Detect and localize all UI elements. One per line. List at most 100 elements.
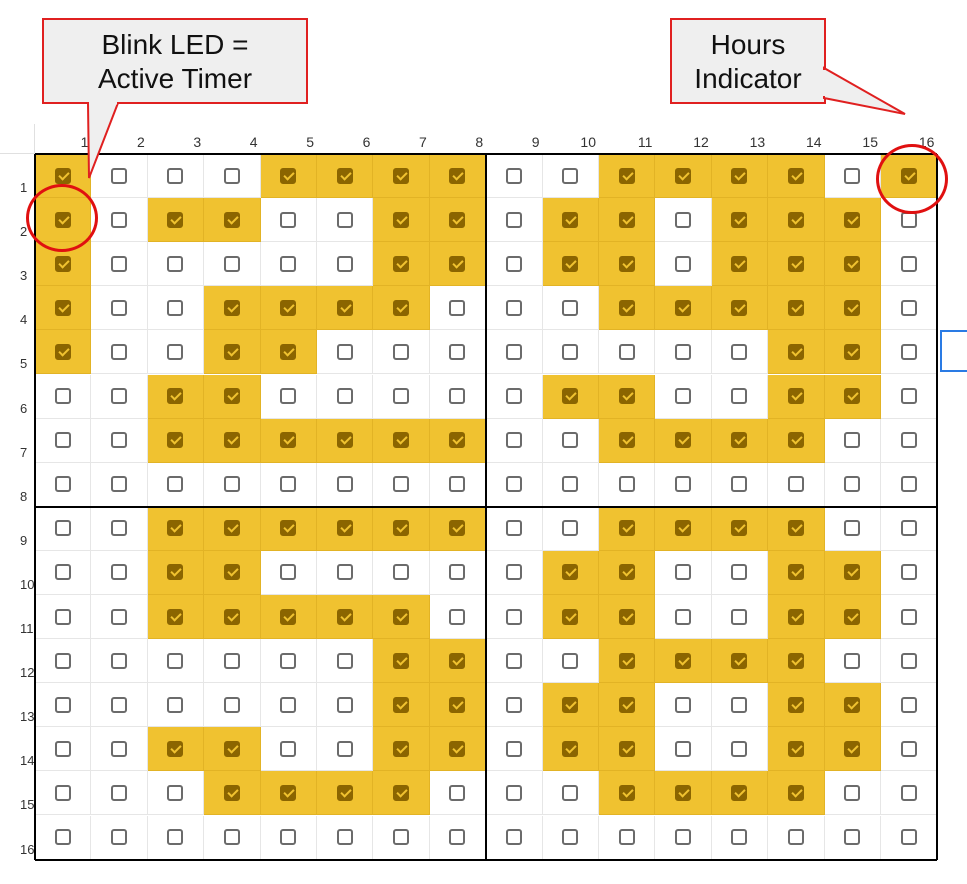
unchecked-checkbox[interactable] [111,388,128,405]
unchecked-checkbox[interactable] [393,564,410,581]
unchecked-checkbox[interactable] [54,388,71,405]
checked-checkbox[interactable] [336,432,353,449]
grid-cell[interactable] [486,506,543,551]
checked-checkbox[interactable] [223,299,240,316]
checked-checkbox[interactable] [167,211,184,228]
unchecked-checkbox[interactable] [900,740,917,757]
grid-cell[interactable] [429,683,487,728]
unchecked-checkbox[interactable] [280,476,297,493]
checked-checkbox[interactable] [787,564,804,581]
checked-checkbox[interactable] [393,652,410,669]
checked-checkbox[interactable] [787,696,804,713]
grid-cell[interactable] [147,330,205,375]
unchecked-checkbox[interactable] [844,829,861,846]
unchecked-checkbox[interactable] [900,696,917,713]
checked-checkbox[interactable] [844,211,861,228]
unchecked-checkbox[interactable] [844,520,861,537]
grid-cell[interactable] [35,683,92,728]
unchecked-checkbox[interactable] [731,608,748,625]
checked-checkbox[interactable] [223,564,240,581]
unchecked-checkbox[interactable] [449,608,466,625]
checked-checkbox[interactable] [336,299,353,316]
grid-cell[interactable] [881,242,938,287]
checked-checkbox[interactable] [618,740,635,757]
unchecked-checkbox[interactable] [505,388,522,405]
checked-checkbox[interactable] [731,520,748,537]
grid-cell[interactable] [486,418,543,463]
unchecked-checkbox[interactable] [336,255,353,272]
grid-cell[interactable] [260,550,317,595]
grid-cell[interactable] [768,242,825,287]
grid-cell[interactable] [260,286,317,331]
grid-cell[interactable] [542,595,599,640]
checked-checkbox[interactable] [280,608,297,625]
unchecked-checkbox[interactable] [844,652,861,669]
row-header[interactable]: 1 [20,180,28,195]
grid-cell[interactable] [655,418,712,463]
row-header[interactable]: 6 [20,400,28,416]
grid-cell[interactable] [881,462,938,507]
grid-cell[interactable] [35,462,92,507]
grid-cell[interactable] [91,462,148,507]
grid-cell[interactable] [91,550,148,595]
checked-checkbox[interactable] [393,608,410,625]
grid-cell[interactable] [655,330,712,375]
checked-checkbox[interactable] [393,740,410,757]
grid-cell[interactable] [429,154,487,199]
grid-cell[interactable] [260,506,317,551]
grid-cell[interactable] [260,771,317,816]
grid-cell[interactable] [599,374,656,419]
grid-cell[interactable] [486,198,543,243]
row-header[interactable]: 2 [20,224,28,240]
grid-cell[interactable] [768,462,825,507]
grid-cell[interactable] [91,506,148,551]
grid-cell[interactable] [429,462,487,507]
unchecked-checkbox[interactable] [900,211,917,228]
grid-cell[interactable] [91,418,148,463]
column-header[interactable]: 13 [749,134,766,150]
unchecked-checkbox[interactable] [223,476,240,493]
unchecked-checkbox[interactable] [223,829,240,846]
grid-cell[interactable] [711,771,769,816]
checked-checkbox[interactable] [167,432,184,449]
row-header[interactable]: 13 [20,709,35,725]
grid-cell[interactable] [373,815,430,860]
grid-cell[interactable] [768,727,825,772]
unchecked-checkbox[interactable] [505,167,522,184]
checked-checkbox[interactable] [54,255,71,272]
unchecked-checkbox[interactable] [562,167,579,184]
checked-checkbox[interactable] [223,520,240,537]
grid-cell[interactable] [655,771,712,816]
unchecked-checkbox[interactable] [393,343,410,360]
checked-checkbox[interactable] [675,652,692,669]
unchecked-checkbox[interactable] [336,343,353,360]
grid-cell[interactable] [542,727,599,772]
unchecked-checkbox[interactable] [167,784,184,801]
unchecked-checkbox[interactable] [787,476,804,493]
unchecked-checkbox[interactable] [167,696,184,713]
unchecked-checkbox[interactable] [618,343,635,360]
grid-cell[interactable] [373,771,430,816]
unchecked-checkbox[interactable] [111,784,128,801]
checked-checkbox[interactable] [675,299,692,316]
grid-cell[interactable] [542,198,599,243]
unchecked-checkbox[interactable] [844,476,861,493]
grid-cell[interactable] [711,683,769,728]
unchecked-checkbox[interactable] [900,476,917,493]
grid-cell[interactable] [35,550,92,595]
grid-cell[interactable] [429,286,487,331]
grid-cell[interactable] [260,683,317,728]
grid-cell[interactable] [35,330,92,375]
grid-cell[interactable] [147,815,205,860]
unchecked-checkbox[interactable] [111,211,128,228]
grid-cell[interactable] [486,771,543,816]
grid-cell[interactable] [147,242,205,287]
unchecked-checkbox[interactable] [280,696,297,713]
grid-cell[interactable] [91,639,148,684]
grid-cell[interactable] [711,330,769,375]
row-header[interactable]: 15 [20,797,35,813]
grid-cell[interactable] [655,374,712,419]
grid-cell[interactable] [317,683,374,728]
unchecked-checkbox[interactable] [900,432,917,449]
unchecked-checkbox[interactable] [167,255,184,272]
